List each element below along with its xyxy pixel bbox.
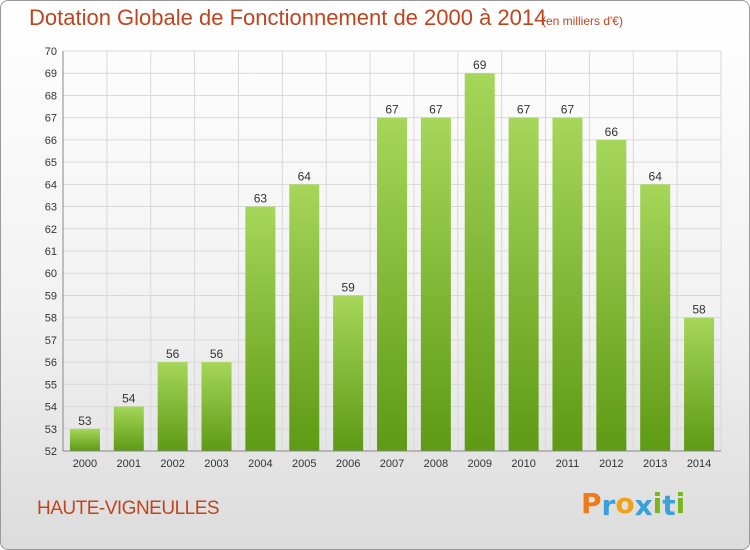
data-label: 58 [692, 303, 706, 317]
data-label: 66 [605, 125, 619, 139]
data-label: 56 [166, 347, 180, 361]
y-tick-label: 68 [45, 90, 57, 102]
y-tick-label: 56 [45, 357, 57, 369]
axes: 52 53 54 55 56 57 58 59 60 61 62 63 64 65 66 67 68 69 70 20… [45, 46, 721, 470]
data-label: 54 [122, 392, 136, 406]
y-tick-label: 69 [45, 68, 57, 80]
y-tick-label: 59 [45, 290, 57, 302]
x-tick-label: 2011 [556, 458, 580, 470]
data-label: 59 [341, 280, 355, 294]
bar-2000 [69, 428, 100, 451]
bar-2001 [113, 406, 144, 451]
y-tick-label: 64 [45, 179, 57, 191]
y-tick-label: 60 [45, 268, 57, 280]
y-tick-label: 52 [45, 446, 57, 458]
labels: 53 54 56 56 63 64 59 67 67 69 67 67 66 64 58 [78, 58, 706, 428]
y-tick-label: 55 [45, 379, 57, 391]
bar-2012 [596, 139, 627, 451]
data-label: 67 [429, 103, 443, 117]
x-tick-label: 2000 [73, 458, 97, 470]
commune-name: HAUTE-VIGNEULLES [37, 498, 220, 519]
bar-2011 [552, 117, 583, 452]
logo-letter: i [652, 487, 663, 520]
x-tick-label: 2003 [204, 458, 228, 470]
x-tick-label: 2009 [467, 458, 491, 470]
data-label: 64 [298, 169, 312, 183]
y-tick-label: 58 [45, 313, 57, 325]
y-tick-label: 70 [45, 46, 57, 58]
bar-2013 [640, 184, 671, 452]
chart-title: Dotation Globale de Fonctionnement de 20… [29, 5, 547, 30]
x-tick-label: 2002 [160, 458, 184, 470]
x-tick-label: 2010 [511, 458, 535, 470]
x-tick-label: 2004 [248, 458, 272, 470]
bar-2002 [157, 362, 188, 451]
logo-letter: o [615, 487, 635, 520]
x-tick-label: 2006 [336, 458, 360, 470]
x-tick-label: 2001 [117, 458, 141, 470]
y-tick-label: 62 [45, 224, 57, 236]
data-label: 69 [473, 58, 487, 72]
bar-2009 [464, 73, 495, 451]
bar-2003 [201, 362, 232, 451]
logo-letter: t [662, 489, 676, 522]
x-tick-label: 2005 [292, 458, 316, 470]
logo-letter: P [581, 487, 602, 520]
x-tick-label: 2007 [380, 458, 404, 470]
data-label: 64 [649, 169, 663, 183]
x-tick-label: 2012 [599, 458, 623, 470]
y-tick-label: 61 [45, 246, 57, 258]
data-label: 67 [385, 103, 399, 117]
bars [69, 73, 715, 452]
logo-letter: i [675, 487, 686, 520]
logo-letter: r [601, 489, 616, 522]
bar-2014 [684, 317, 715, 451]
bar-2007 [377, 117, 407, 452]
bar-2005 [289, 184, 320, 452]
chart-subtitle: (en milliers d'€) [542, 14, 623, 28]
y-tick-label: 53 [45, 424, 57, 436]
y-tick-label: 57 [45, 335, 57, 347]
x-tick-label: 2008 [424, 458, 448, 470]
bar-2006 [333, 295, 364, 451]
data-label: 67 [517, 103, 531, 117]
y-tick-label: 54 [45, 402, 57, 414]
data-label: 63 [254, 192, 268, 206]
logo-letter: x [634, 489, 653, 522]
y-tick-label: 66 [45, 135, 57, 147]
y-tick-label: 65 [45, 157, 57, 169]
bar-2004 [245, 206, 276, 451]
data-label: 53 [78, 414, 92, 428]
data-label: 67 [561, 103, 575, 117]
y-tick-label: 67 [45, 113, 57, 125]
x-tick-label: 2013 [643, 458, 667, 470]
x-tick-label: 2014 [687, 458, 711, 470]
proxiti-logo: Proxiti [581, 487, 686, 522]
data-label: 56 [210, 347, 224, 361]
bar-2008 [420, 117, 451, 452]
y-tick-label: 63 [45, 202, 57, 214]
bar-2010 [508, 117, 539, 452]
